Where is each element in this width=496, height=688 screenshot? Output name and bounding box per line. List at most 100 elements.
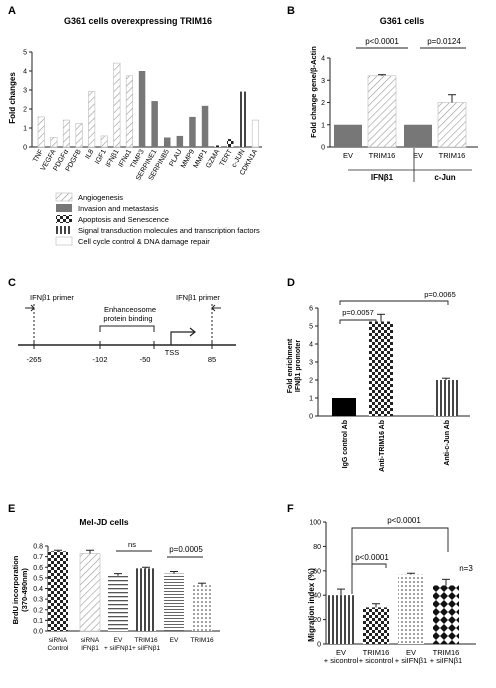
panel-a-ytick-label: 0: [23, 145, 27, 152]
panel-b-category-label: TRIM16: [369, 151, 396, 160]
legend-label: Invasion and metastasis: [78, 204, 159, 213]
panel-a-bar: [251, 119, 259, 148]
panel-b-bar: [437, 102, 467, 148]
panel-e-ns: ns: [128, 540, 136, 549]
panel-f-bar: [398, 574, 424, 644]
panel-d-letter: D: [287, 277, 295, 289]
legend-label: Apoptosis and Senescence: [78, 215, 169, 224]
panel-a-bar: [239, 91, 247, 147]
panel-f-category-label: + siIFNβ1: [395, 656, 427, 665]
panel-a-bar: [227, 139, 234, 147]
panel-b-ylabel: Fold change gene/β-Actin: [309, 46, 318, 138]
panel-d-pvalue-2: p=0.0065: [424, 290, 456, 299]
panel-e-ylabel-2: (370-490nm): [20, 568, 29, 612]
panel-a-bar: [201, 105, 209, 147]
panel-d-category-label: IgG control Ab: [342, 420, 349, 468]
panel-f-category-label: + sicontrol: [359, 656, 394, 665]
panel-f-pvalue-1: p<0.0001: [355, 553, 389, 562]
panel-e-bar: [79, 553, 101, 632]
panel-e-category-label: siRNA: [81, 637, 100, 644]
panel-c-enhanceosome-bracket: [99, 325, 155, 332]
panel-d-ytick-label: 4: [309, 342, 313, 349]
panel-b-pvalue-2: p=0.0124: [427, 37, 461, 46]
panel-e-category-label: TRIM16: [190, 637, 214, 644]
legend-swatch: [56, 215, 72, 223]
panel-e-pvalue: p=0.0005: [169, 545, 203, 554]
panel-b-letter: B: [287, 5, 295, 17]
panel-e-category-label: siRNA: [49, 637, 68, 644]
panel-f-ylabel: Migration index (%): [307, 568, 316, 642]
panel-d-ylabel-1: Fold enrichment: [287, 338, 294, 393]
panel-e-category-label: EV: [114, 637, 123, 644]
panel-e-bar: [48, 551, 68, 631]
panel-f-category-label: EV: [406, 648, 416, 657]
panel-a-axes: 0 1 2 3 4 5: [23, 50, 262, 152]
panel-c-primer-right-arrow: [211, 304, 221, 312]
panel-b-bar: [367, 75, 397, 148]
panel-a-bar: [189, 116, 196, 147]
legend-swatch: [56, 226, 72, 234]
panel-d-pvalue-bracket-2: [339, 300, 449, 305]
panel-e-bar: [164, 573, 184, 631]
panel-d-ytick-label: 5: [309, 324, 313, 331]
panel-c-primer-left-arrow: [25, 304, 35, 312]
panel-f-ytick-label: 20: [313, 617, 321, 624]
panel-d-bar: [434, 380, 458, 416]
panel-b-category-label: TRIM16: [439, 151, 466, 160]
panel-a-bar: [50, 137, 58, 148]
panel-e-ytick-label: 0.2: [33, 607, 43, 614]
panel-b-ytick-label: 3: [321, 78, 325, 85]
panel-f-bar: [433, 585, 459, 644]
panel-c-primer-right: IFNβ1 primer: [176, 293, 220, 302]
panel-e-ytick-label: 0.1: [33, 618, 43, 625]
panel-a-bar: [100, 135, 108, 148]
panel-a-ytick-label: 5: [23, 50, 27, 57]
panel-e-ytick-label: 0.7: [33, 554, 43, 561]
panel-b-bar: [334, 124, 362, 147]
panel-b-bar: [404, 124, 432, 147]
panel-f-ytick-label: 0: [317, 642, 321, 649]
panel-f-pvalue-bracket-1: [351, 563, 387, 568]
panel-b-category-label: EV: [343, 151, 353, 160]
panel-e-ytick-label: 0.8: [33, 544, 43, 551]
panel-f-pvalue-2: p<0.0001: [387, 516, 421, 525]
panel-e-bar: [192, 585, 212, 631]
panel-c-primer-left: IFNβ1 primer: [30, 293, 74, 302]
panel-a-bar: [151, 101, 158, 147]
panel-c-pos-4: 85: [208, 355, 216, 364]
panel-c-letter: C: [8, 277, 16, 289]
panel-a-bar: [75, 122, 83, 148]
panel-f-bar: [363, 607, 389, 644]
panel-b-title: G361 cells: [380, 16, 425, 26]
panel-d-ytick-label: 6: [309, 306, 313, 313]
panel-f-category-label: + sicontrol: [324, 656, 359, 665]
panel-d-category-label: Anti-TRIM16 Ab: [379, 420, 386, 472]
panel-e-category-label: IFNβ1: [81, 645, 99, 652]
panel-a-bar: [125, 75, 133, 148]
panel-e-category-label: EV: [170, 637, 179, 644]
panel-a-bar: [138, 71, 146, 147]
panel-f-ytick-label: 80: [313, 544, 321, 551]
panel-f-category-label: EV: [336, 648, 346, 657]
panel-d-bar: [332, 398, 356, 416]
panel-a-bar: [164, 137, 171, 147]
panel-e-category-label: + siIFNβ1: [104, 645, 133, 652]
legend-label: Cell cycle control & DNA damage repair: [78, 237, 210, 246]
panel-c-enhanceosome-1: Enhanceosome: [104, 305, 156, 314]
legend-swatch: [56, 204, 72, 212]
panel-d-bars: IgG control Ab Anti-TRIM16 Ab Anti-c-Jun A…: [332, 313, 458, 472]
panel-a-letter: A: [8, 5, 16, 17]
panel-c-enhanceosome-2: protein binding: [103, 314, 152, 323]
panel-a-legend: Angiogenesis Invasion and metastasis Apopt…: [55, 192, 260, 246]
panel-e-ytick-label: 0.6: [33, 565, 43, 572]
panel-c-pos-3: -50: [140, 355, 151, 364]
panel-e-title: Mel-JD cells: [79, 517, 128, 527]
panel-f-pvalue-bracket-2: [351, 527, 449, 594]
panel-f-ytick-label: 60: [313, 568, 321, 575]
panel-c-tss-label: TSS: [165, 348, 180, 357]
panel-a-bar: [37, 116, 45, 148]
panel-e-category-label: TRIM16: [134, 637, 158, 644]
panel-a-bar: [62, 119, 71, 148]
